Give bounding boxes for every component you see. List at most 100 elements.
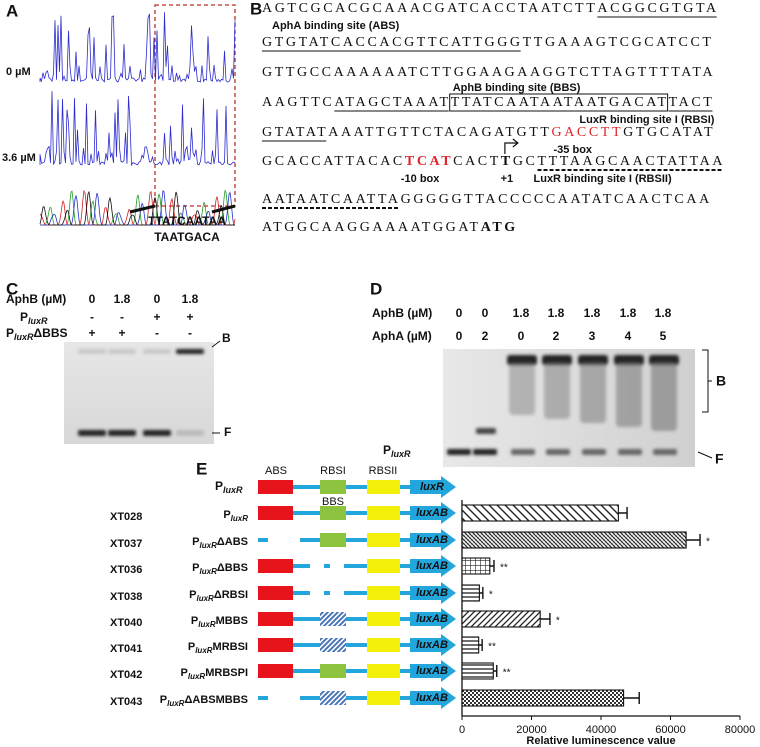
smear — [544, 362, 570, 419]
abs-site — [258, 638, 293, 652]
bar — [461, 689, 625, 707]
cell: - — [155, 326, 159, 340]
x-tick-label: 60000 — [655, 724, 686, 736]
rbsi-site — [320, 533, 346, 547]
cell: 0 — [89, 292, 96, 306]
smear — [580, 362, 606, 423]
band — [511, 449, 535, 455]
x-tick-label: 40000 — [586, 724, 617, 736]
cell: + — [118, 326, 125, 340]
significance: * — [489, 590, 493, 601]
band-label: F — [715, 451, 724, 467]
label-subscript: luxR — [196, 594, 214, 603]
gene-arrow — [410, 529, 456, 551]
cell: 5 — [660, 329, 667, 343]
gene-label: luxAB — [416, 665, 448, 677]
label-text: P — [188, 641, 195, 653]
cell: + — [88, 326, 95, 340]
label-text: P — [215, 479, 223, 493]
gene-arrow — [410, 582, 456, 604]
band-tick — [211, 340, 221, 434]
rbsii-site — [367, 559, 400, 573]
sequencing-trace — [40, 189, 236, 226]
label-text: P — [20, 310, 28, 324]
significance: ** — [500, 563, 508, 574]
probe-label: PluxR — [383, 443, 411, 459]
label-text: P — [6, 326, 14, 340]
gene-label: luxAB — [416, 507, 448, 519]
deletion — [330, 563, 344, 569]
band-label: B — [716, 373, 726, 389]
band — [108, 430, 136, 436]
sequence-segment: TTGAAAGTCGCATCCT — [523, 35, 714, 50]
label-subscript: luxR — [231, 514, 249, 523]
condition-label: 0 µM — [6, 66, 31, 78]
significance: * — [556, 616, 560, 627]
row-label: PluxRΔBBS — [6, 326, 68, 342]
sequence-segment: GTGTATCACCACGTTCATTGGG — [262, 35, 523, 50]
sequence-segment: T — [501, 154, 513, 169]
significance: ** — [503, 668, 511, 679]
band — [78, 430, 106, 436]
strain-label: XT042 — [110, 669, 142, 681]
gene-label: luxAB — [416, 613, 448, 625]
row-label: PluxR — [20, 310, 48, 326]
cell: + — [186, 310, 193, 324]
rbsii-site — [367, 612, 400, 626]
rbsii-site — [367, 480, 400, 494]
sequence-segment: AATAATCAATTA — [262, 192, 401, 207]
smear — [509, 362, 535, 415]
cell: 2 — [482, 329, 489, 343]
annotation: AphA binding site (ABS) — [272, 20, 400, 32]
mutated-site — [320, 612, 346, 626]
abs-site — [258, 559, 293, 573]
x-axis-label: Relative luminescence value — [526, 735, 675, 747]
bar — [461, 584, 480, 602]
bar — [461, 531, 687, 549]
cell: 3 — [589, 329, 596, 343]
bar — [461, 662, 494, 680]
label-suffix: ΔBBS — [34, 326, 68, 340]
sequence-label: TTATCAATAA — [148, 214, 226, 228]
label-subscript: luxR — [223, 485, 243, 495]
label-subscript: luxR — [391, 449, 411, 459]
cell: 4 — [625, 329, 632, 343]
gene-arrow — [410, 634, 456, 656]
band-tick — [697, 451, 713, 459]
element-label: RBSII — [369, 465, 398, 477]
row-label: AphB (µM) — [6, 292, 66, 306]
sequence-segment: CACT — [453, 154, 501, 169]
annotation: -35 box — [554, 144, 593, 156]
error-bar — [493, 665, 498, 677]
label-text: AphB (µM) — [372, 306, 432, 320]
label-suffix: ΔABS — [217, 536, 248, 548]
abs-site — [258, 480, 293, 494]
label-text: P — [191, 615, 198, 627]
element-label: ABS — [265, 465, 287, 477]
band — [473, 449, 497, 455]
label-text: P — [192, 562, 199, 574]
chromatogram-trace — [39, 91, 236, 167]
element-label: BBS — [322, 496, 344, 508]
sequence-segment: ATAGCTAAAT — [334, 95, 450, 110]
band — [447, 449, 471, 455]
bracket — [702, 349, 712, 413]
gene-label: luxAB — [416, 587, 448, 599]
sequence-segment: AAATTGTTCTACAGATGTT — [328, 125, 551, 140]
label-suffix: ΔABSMBBS — [184, 694, 248, 706]
strain-label: XT041 — [110, 643, 142, 655]
label-text: P — [192, 536, 199, 548]
sequence-segment: GCACCATTACAC — [262, 154, 405, 169]
sequence-segment: TTTAAGCAACTATTAA — [538, 154, 726, 169]
x-tick-label: 20000 — [516, 724, 547, 736]
cell: 0 — [482, 306, 489, 320]
label-suffix: MBBS — [216, 615, 248, 627]
error-bar — [618, 507, 628, 519]
x-tick-label: 0 — [459, 724, 465, 736]
construct-label: PluxR — [223, 509, 248, 523]
error-bar — [540, 613, 551, 625]
error-bar — [478, 639, 483, 651]
label-subscript: luxR — [167, 699, 185, 708]
